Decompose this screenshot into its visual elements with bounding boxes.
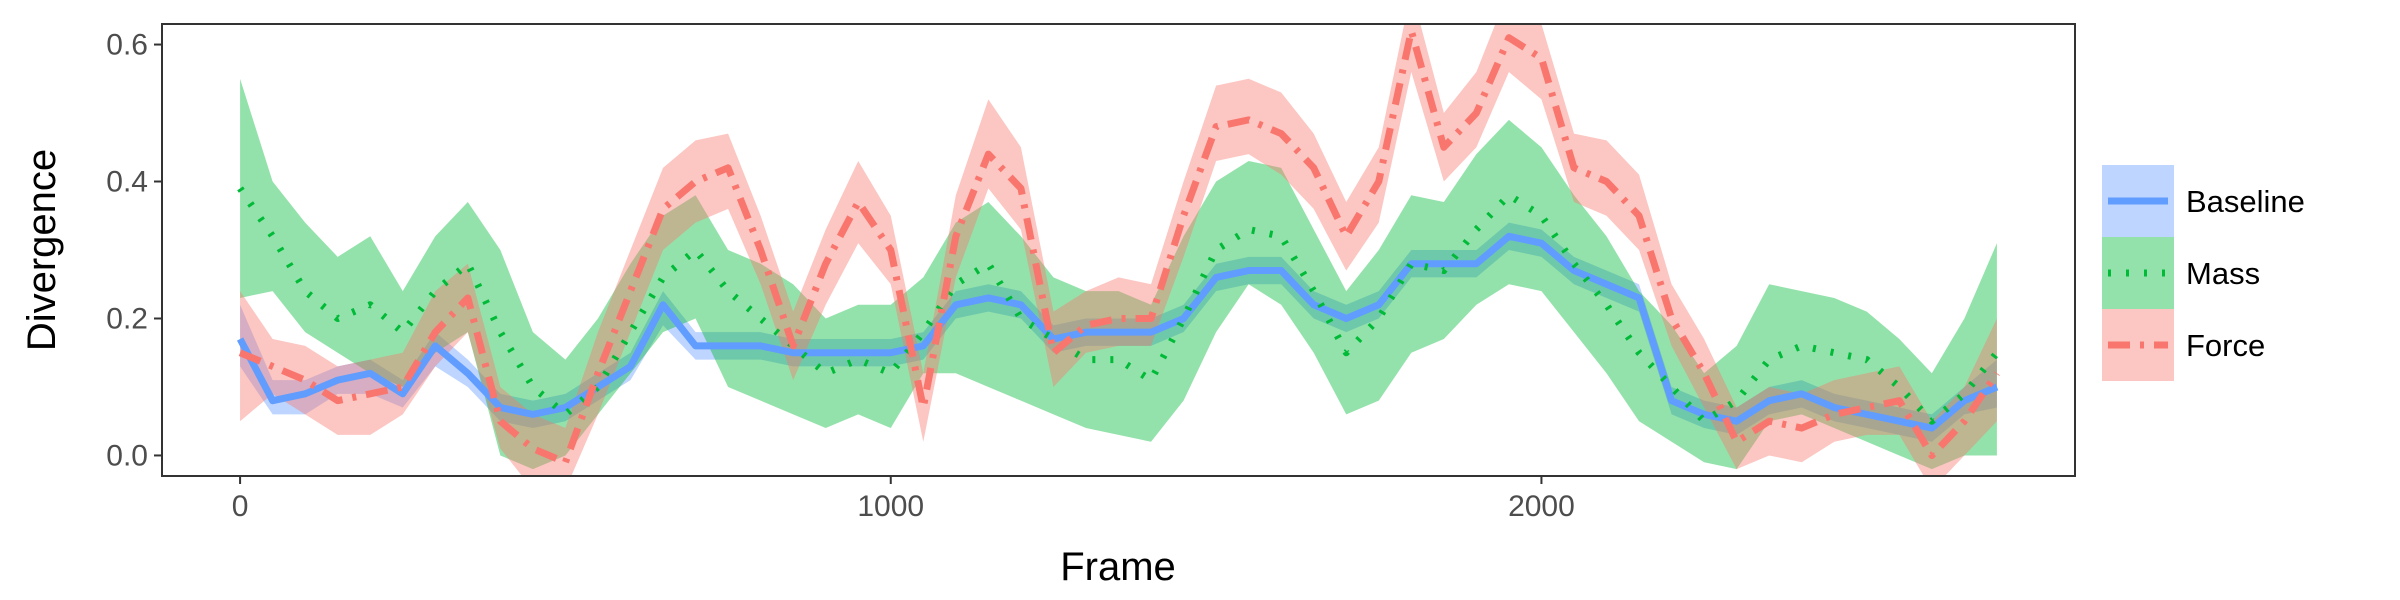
x-tick-label: 1000 [857, 490, 924, 523]
band-mass [240, 78, 1997, 470]
legend: Baseline Mass Force [2102, 165, 2305, 381]
legend-label-force: Force [2186, 328, 2265, 363]
x-tick-label: 2000 [1508, 490, 1575, 523]
y-axis: 0.0 0.2 0.4 0.6 [106, 29, 162, 472]
y-tick-label: 0.0 [106, 439, 148, 472]
y-tick-label: 0.4 [106, 166, 148, 199]
x-tick-label: 0 [232, 490, 249, 523]
x-axis: 0 1000 2000 [232, 476, 1575, 523]
y-tick-label: 0.6 [106, 29, 148, 62]
plot-panel-border [161, 23, 2076, 477]
legend-label-baseline: Baseline [2186, 184, 2305, 219]
legend-label-mass: Mass [2186, 256, 2260, 291]
y-axis-title: Divergence [20, 149, 64, 351]
series-lines [236, 27, 2000, 466]
band-force [240, 24, 1997, 476]
line-baseline [236, 232, 1999, 432]
x-axis-title: Frame [1060, 545, 1176, 589]
y-tick-label: 0.2 [106, 302, 148, 335]
